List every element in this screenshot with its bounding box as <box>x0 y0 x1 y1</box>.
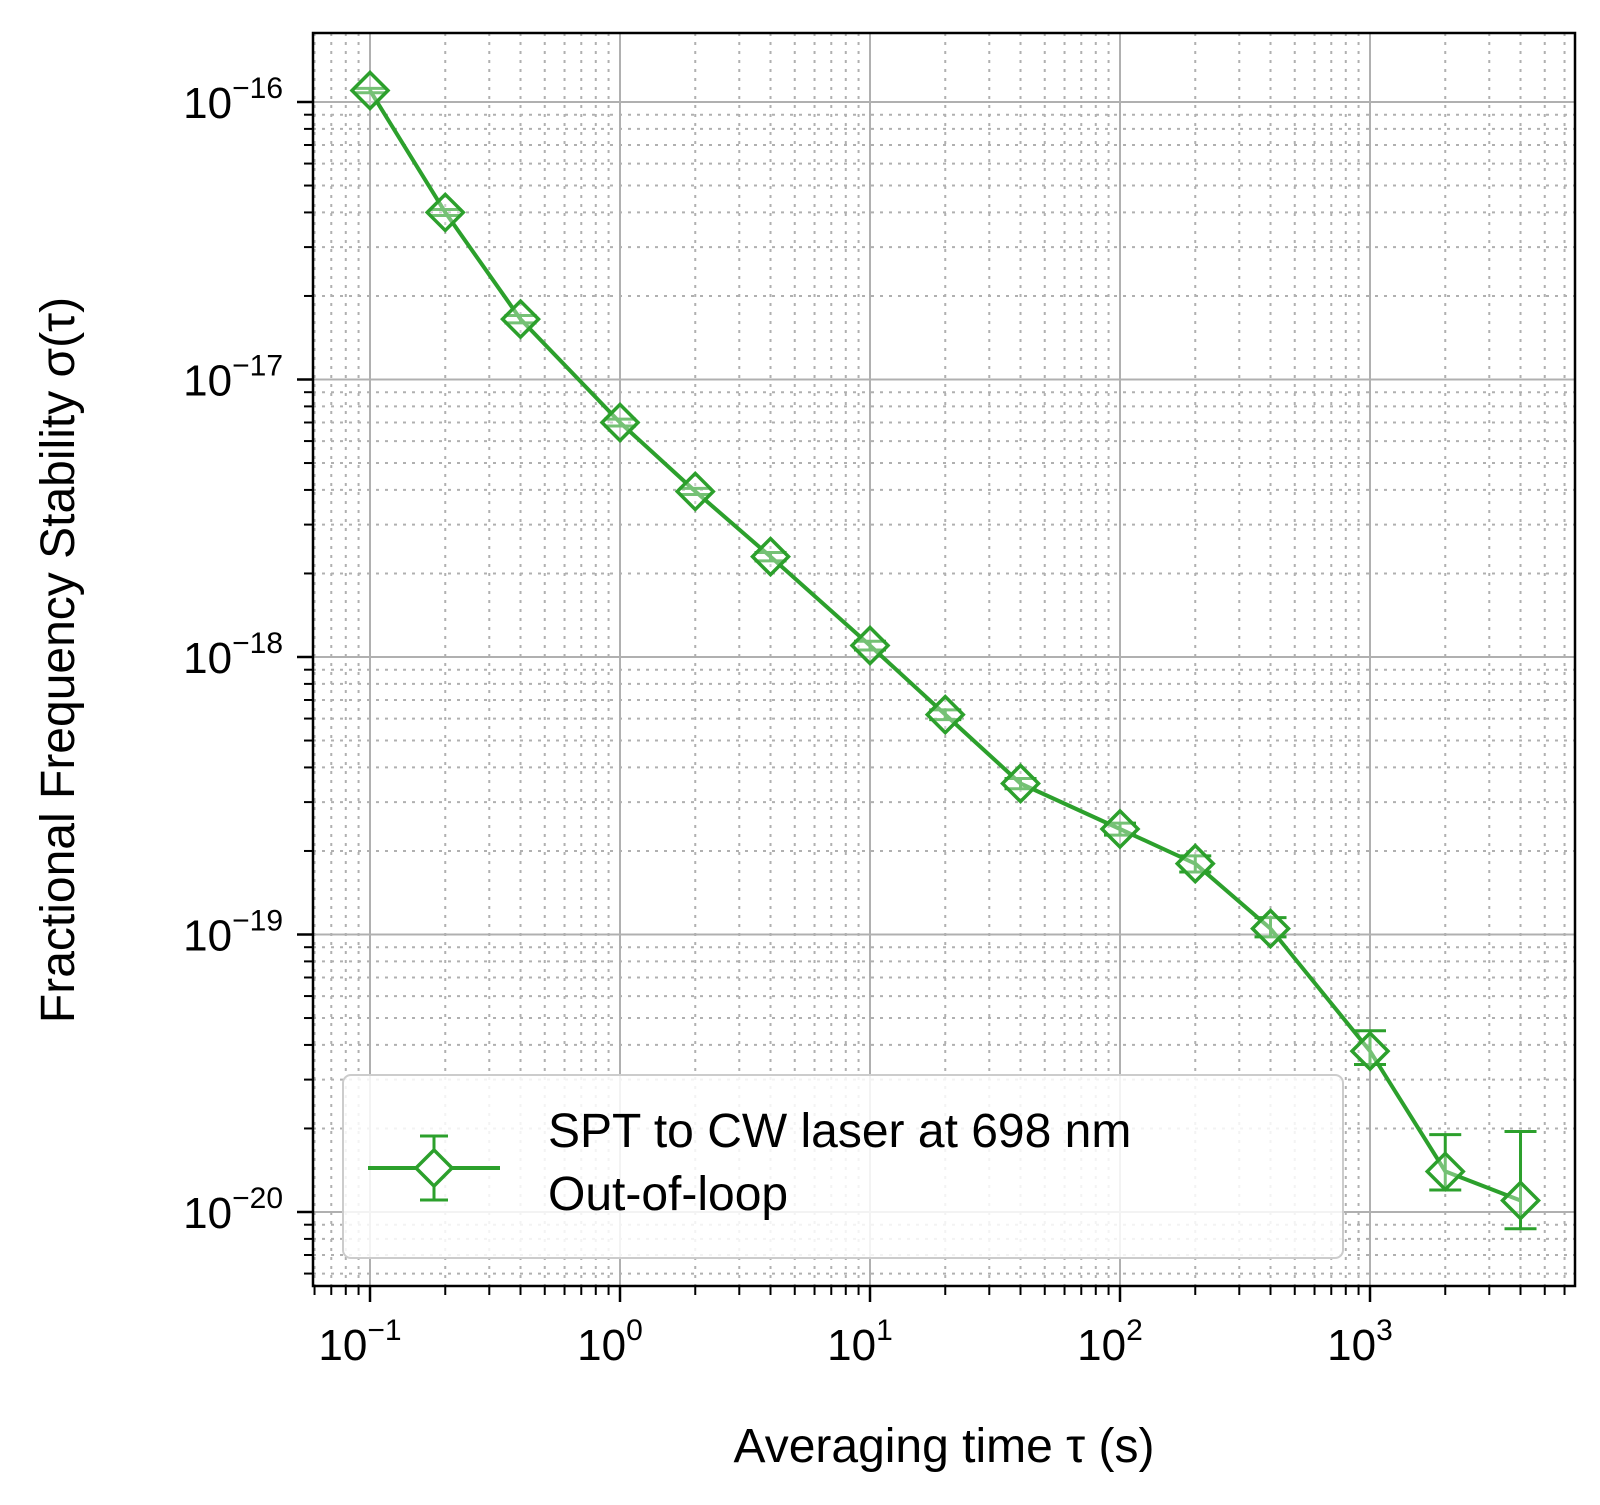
data-point-diamond <box>1500 1180 1541 1221</box>
data-point-diamond <box>1000 763 1041 804</box>
data-point-diamond <box>1349 1030 1391 1072</box>
data-point-diamond <box>849 625 891 666</box>
y-tick-label: 10−18 <box>183 627 283 683</box>
series-layer <box>349 70 1541 1231</box>
y-tick-label: 10−17 <box>183 350 283 406</box>
y-tick-label: 10−20 <box>183 1182 283 1238</box>
x-axis-label: Averaging time τ (s) <box>734 1420 1155 1473</box>
data-point-diamond <box>1250 908 1291 950</box>
legend-diamond-marker <box>413 1147 455 1189</box>
y-tick-label: 10−16 <box>183 72 283 128</box>
x-tick-label: 10−1 <box>318 1314 401 1370</box>
data-point-diamond <box>750 536 791 578</box>
x-tick-label: 101 <box>827 1314 893 1370</box>
data-point-diamond <box>1099 808 1141 850</box>
x-tick-label: 102 <box>1077 1314 1143 1370</box>
y-axis-label: Fractional Frequency Stability σ(τ) <box>32 297 85 1023</box>
x-tick-label: 100 <box>577 1314 643 1370</box>
legend: SPT to CW laser at 698 nm Out-of-loop <box>342 1074 1344 1259</box>
plot-frame <box>311 31 1577 1288</box>
x-tick-label: 103 <box>1327 1314 1393 1370</box>
data-point-diamond <box>674 470 716 512</box>
data-point-diamond <box>1424 1150 1466 1192</box>
legend-box <box>342 1074 1344 1259</box>
tick-labels: 10−1 100 101 102 103 10−16 10−17 10−18 10−19 10−2… <box>183 72 1393 1370</box>
data-point-diamond <box>1174 843 1216 885</box>
data-point-diamond <box>349 70 391 111</box>
axis-ticks <box>297 100 1566 1302</box>
data-point-diamond <box>924 694 966 736</box>
y-tick-label: 10−19 <box>183 905 283 961</box>
legend-label-line-2: Out-of-loop <box>548 1168 788 1221</box>
legend-label-line-1: SPT to CW laser at 698 nm <box>548 1105 1131 1158</box>
data-point-diamond <box>500 298 541 340</box>
data-point-diamond <box>599 402 641 443</box>
data-point-diamond <box>424 191 466 233</box>
